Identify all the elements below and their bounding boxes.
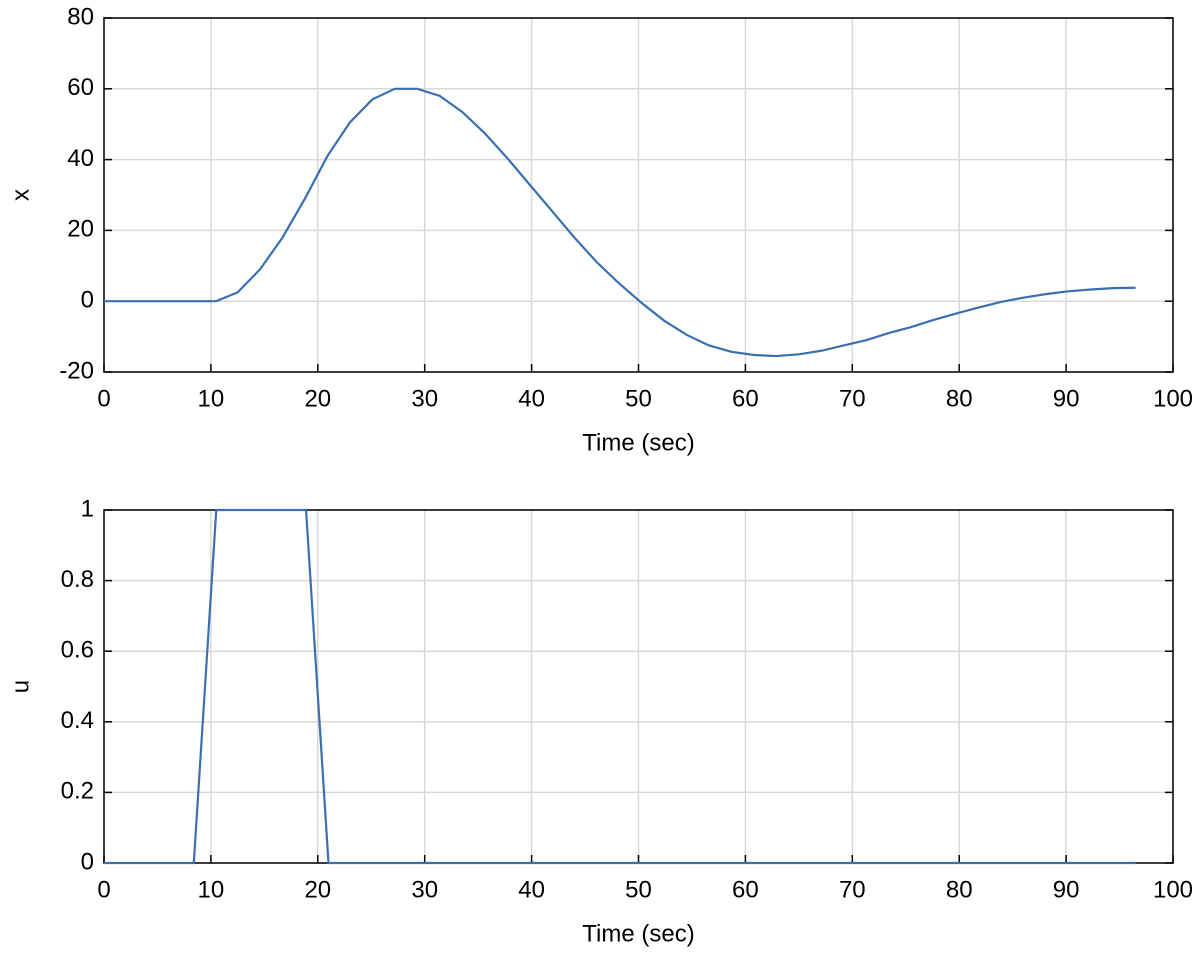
x-tick-label: 30: [411, 385, 438, 412]
x-tick-label: 90: [1053, 385, 1080, 412]
y-tick-label: 40: [67, 145, 94, 172]
x-axis-label: Time (sec): [582, 920, 694, 947]
y-tick-label: 1: [81, 495, 94, 522]
x-tick-label: 40: [518, 385, 545, 412]
x-tick-label: 20: [304, 876, 331, 903]
y-tick-label: 60: [67, 74, 94, 101]
x-tick-label: 80: [946, 876, 973, 903]
y-tick-label: 0.4: [61, 707, 94, 734]
y-tick-label: 0.2: [61, 778, 94, 805]
x-tick-label: 90: [1053, 876, 1080, 903]
data-line: [104, 87, 1136, 358]
x-tick-label: 20: [304, 385, 331, 412]
x-tick-label: 50: [625, 385, 652, 412]
y-axis-label: x: [7, 189, 34, 201]
axes-box: [103, 17, 1174, 373]
x-tick-label: 0: [97, 385, 110, 412]
x-tick-label: 60: [732, 385, 759, 412]
y-tick-label: 0.8: [61, 566, 94, 593]
y-tick-label: -20: [59, 357, 94, 384]
x-tick-label: 70: [839, 385, 866, 412]
x-tick-label: 30: [411, 876, 438, 903]
x-tick-label: 10: [198, 876, 225, 903]
x-axis-label: Time (sec): [582, 429, 694, 456]
x-tick-label: 60: [732, 876, 759, 903]
x-tick-label: 40: [518, 876, 545, 903]
data-line: [104, 508, 1136, 865]
y-tick-label: 20: [67, 216, 94, 243]
x-tick-label: 80: [946, 385, 973, 412]
y-tick-label: 0: [81, 287, 94, 314]
x-tick-label: 10: [198, 385, 225, 412]
y-axis-label: u: [7, 680, 34, 693]
x-tick-label: 0: [97, 876, 110, 903]
y-tick-label: 0: [81, 848, 94, 875]
x-tick-label: 100: [1153, 385, 1193, 412]
x-tick-label: 70: [839, 876, 866, 903]
x-tick-label: 50: [625, 876, 652, 903]
y-tick-label: 0.6: [61, 637, 94, 664]
y-tick-label: 80: [67, 3, 94, 30]
x-tick-label: 100: [1153, 876, 1193, 903]
